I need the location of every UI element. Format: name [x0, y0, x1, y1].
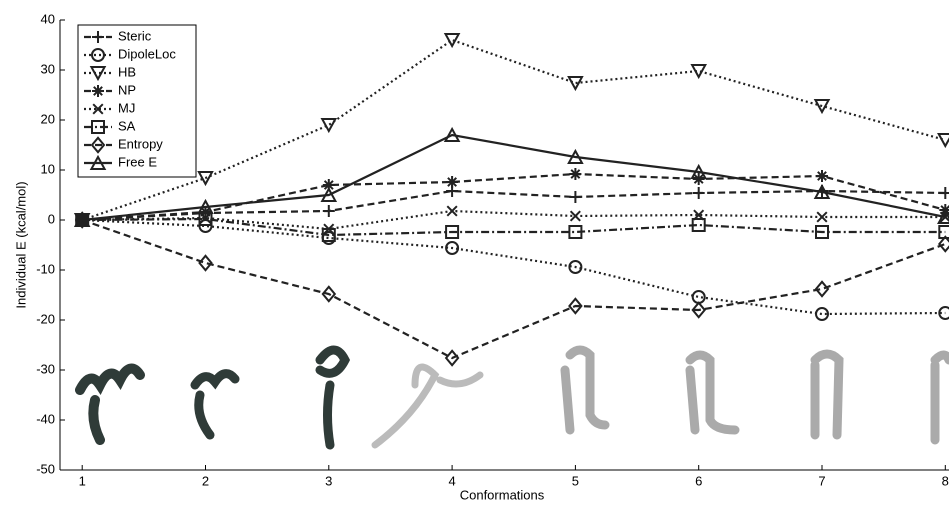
- y-tick-label: -40: [36, 411, 55, 426]
- series-line: [82, 218, 946, 316]
- y-tick-label: -30: [36, 361, 55, 376]
- legend-label: HB: [118, 64, 136, 79]
- marker: [937, 235, 949, 253]
- x-tick-label: 5: [572, 473, 579, 488]
- legend-label: NP: [118, 82, 136, 97]
- marker: [938, 306, 949, 320]
- marker: [937, 133, 949, 149]
- legend-label: Steric: [118, 28, 152, 43]
- y-tick-label: -10: [36, 261, 55, 276]
- marker: [690, 64, 707, 80]
- x-tick-label: 4: [448, 473, 455, 488]
- marker: [569, 168, 582, 180]
- marker: [691, 301, 707, 319]
- x-tick-label: 8: [942, 473, 949, 488]
- marker: [321, 285, 337, 303]
- x-tick-label: 7: [818, 473, 825, 488]
- x-tick-label: 3: [325, 473, 332, 488]
- marker: [568, 260, 583, 274]
- marker: [939, 187, 949, 199]
- x-tick-label: 2: [202, 473, 209, 488]
- marker: [938, 225, 949, 239]
- series-line: [82, 172, 946, 222]
- marker: [74, 211, 90, 229]
- marker: [73, 211, 91, 227]
- x-tick-label: 1: [79, 473, 86, 488]
- marker: [691, 218, 706, 232]
- series-line: [81, 218, 946, 360]
- marker: [814, 280, 830, 298]
- structure-1: [75, 363, 145, 445]
- legend-marker: [92, 31, 104, 43]
- marker: [446, 176, 459, 188]
- marker: [813, 99, 831, 115]
- legend-label: DipoleLoc: [118, 46, 176, 61]
- legend-marker: [90, 136, 106, 154]
- structure-3: [315, 345, 351, 450]
- marker: [567, 148, 584, 164]
- marker: [568, 297, 583, 315]
- marker: [816, 170, 828, 182]
- y-axis-label: Individual E (kcal/mol): [13, 181, 28, 308]
- y-tick-label: -20: [36, 311, 55, 326]
- legend-marker: [89, 154, 107, 170]
- legend-marker: [91, 48, 105, 62]
- marker: [443, 33, 461, 49]
- legend-label: Entropy: [118, 136, 163, 151]
- marker: [322, 179, 335, 191]
- marker: [813, 183, 831, 199]
- marker: [815, 307, 829, 321]
- marker: [445, 225, 460, 239]
- legend-marker: [91, 120, 105, 134]
- marker: [197, 171, 214, 187]
- structure-2: [190, 369, 240, 440]
- legend-marker: [92, 85, 104, 97]
- marker: [197, 198, 214, 214]
- y-tick-label: 40: [41, 11, 55, 26]
- y-tick-label: 10: [41, 161, 55, 176]
- marker: [320, 186, 338, 202]
- structure-images: [75, 345, 949, 450]
- structure-5: [560, 345, 610, 435]
- series-line: [81, 38, 946, 222]
- marker: [568, 225, 583, 239]
- x-axis-label: Conformations: [460, 487, 545, 502]
- series-line: [82, 209, 946, 231]
- marker: [443, 126, 461, 142]
- structure-7: [810, 349, 844, 440]
- legend-label: Free E: [118, 154, 157, 169]
- marker: [567, 76, 584, 92]
- marker: [322, 205, 335, 217]
- marker: [446, 205, 458, 217]
- x-tick-label: 6: [695, 473, 702, 488]
- legend-marker: [92, 103, 104, 115]
- legend-marker: [89, 66, 107, 82]
- marker: [444, 349, 460, 367]
- legend-label: SA: [118, 118, 136, 133]
- marker: [198, 254, 213, 272]
- marker: [321, 228, 336, 242]
- y-tick-label: 0: [48, 211, 55, 226]
- marker: [320, 118, 338, 134]
- marker: [445, 241, 460, 255]
- marker: [569, 191, 582, 203]
- series-line: [82, 217, 946, 237]
- marker: [569, 210, 581, 222]
- marker: [816, 211, 828, 223]
- y-tick-label: 30: [41, 61, 55, 76]
- marker: [692, 187, 705, 199]
- structure-8: [930, 350, 949, 445]
- legend-label: MJ: [118, 100, 135, 115]
- structure-6: [685, 350, 740, 435]
- marker: [815, 225, 829, 239]
- structure-4: [371, 363, 484, 449]
- marker: [690, 163, 707, 179]
- y-tick-label: 20: [41, 111, 55, 126]
- y-tick-label: -50: [36, 461, 55, 476]
- series-line: [82, 133, 946, 222]
- series-line: [82, 189, 946, 222]
